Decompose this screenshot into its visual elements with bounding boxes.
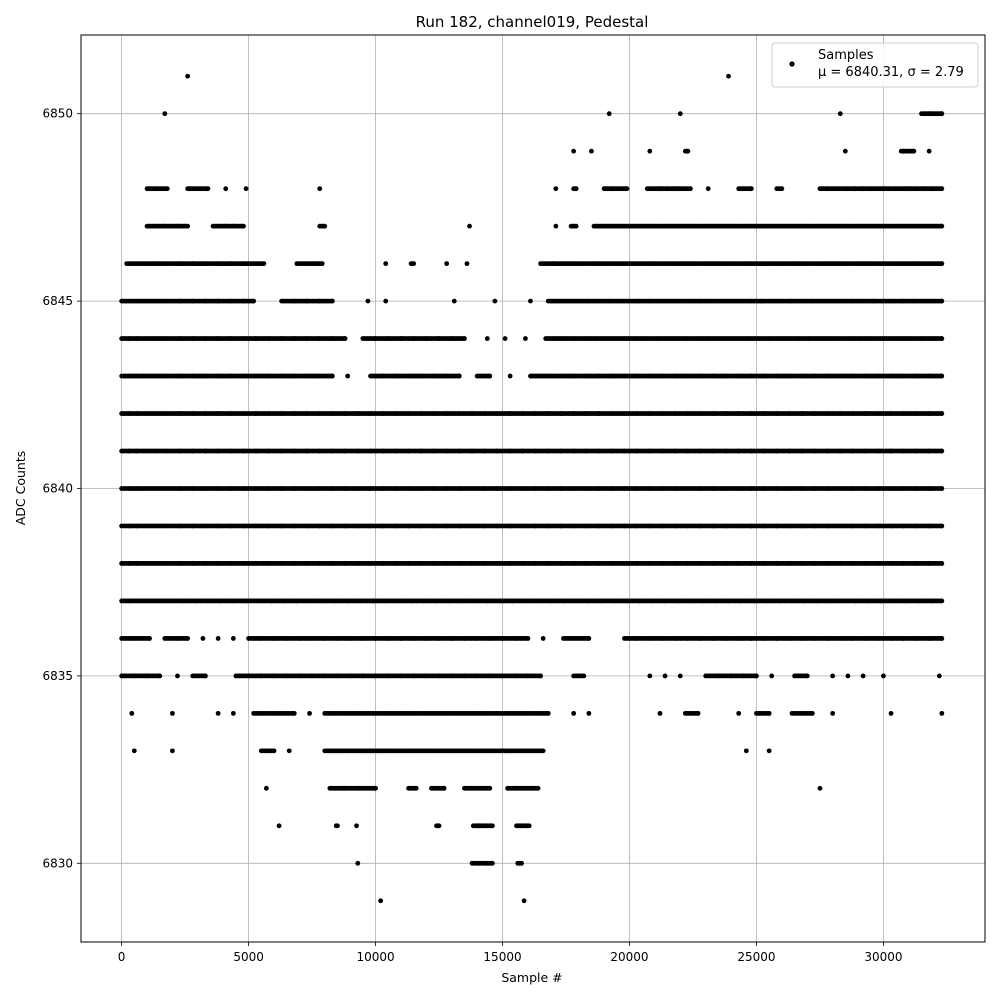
chart-title: Run 182, channel019, Pedestal <box>416 13 649 31</box>
data-point <box>540 748 546 754</box>
data-point <box>936 673 942 679</box>
data-point <box>157 673 163 679</box>
data-point <box>335 823 340 829</box>
data-point <box>766 710 772 716</box>
data-point <box>441 785 447 791</box>
data-point <box>147 636 152 641</box>
data-point <box>276 823 282 829</box>
data-point <box>525 636 531 641</box>
data-point <box>586 710 592 716</box>
data-point <box>378 898 384 904</box>
data-points <box>119 73 945 904</box>
data-point <box>215 710 221 716</box>
data-point <box>489 823 495 829</box>
data-point <box>487 785 493 791</box>
data-point <box>736 710 742 716</box>
data-point <box>230 710 236 716</box>
data-point <box>939 411 945 416</box>
data-point <box>200 636 206 641</box>
data-point <box>939 561 945 566</box>
data-point <box>170 710 175 716</box>
data-point <box>507 373 513 379</box>
data-point <box>581 673 587 679</box>
data-point <box>502 336 508 341</box>
data-point <box>456 373 462 379</box>
data-point <box>342 336 348 341</box>
data-point <box>939 523 945 529</box>
data-point <box>860 673 866 679</box>
data-point <box>263 785 269 791</box>
data-point <box>175 673 180 679</box>
data-point <box>695 710 701 716</box>
data-point <box>484 336 490 341</box>
data-point <box>809 710 815 716</box>
data-point <box>888 710 894 716</box>
data-point <box>489 860 495 866</box>
data-point <box>804 673 810 679</box>
data-point <box>521 898 527 904</box>
data-point <box>291 710 297 716</box>
data-point <box>647 673 653 679</box>
data-point <box>413 785 419 791</box>
data-point <box>939 710 945 716</box>
data-point <box>307 710 312 716</box>
data-point <box>345 373 351 379</box>
data-point <box>373 785 378 791</box>
data-point <box>535 785 541 791</box>
data-point <box>129 710 135 716</box>
data-point <box>538 673 544 679</box>
data-point <box>754 673 759 679</box>
data-point <box>743 748 749 754</box>
data-point <box>662 673 668 679</box>
data-point <box>677 673 683 679</box>
data-point <box>540 636 546 641</box>
data-point <box>230 636 236 641</box>
data-point <box>354 823 359 829</box>
data-point <box>545 710 551 716</box>
data-point <box>939 486 945 491</box>
data-point <box>769 673 775 679</box>
data-point <box>329 373 335 379</box>
data-point <box>286 748 292 754</box>
data-point <box>519 860 524 866</box>
data-point <box>355 860 361 866</box>
data-point <box>526 823 532 829</box>
data-point <box>939 448 945 454</box>
data-point <box>817 785 823 791</box>
data-point <box>830 710 836 716</box>
data-point <box>522 336 528 341</box>
data-point <box>203 673 208 679</box>
data-point <box>571 710 577 716</box>
data-point <box>436 823 442 829</box>
data-point <box>657 710 663 716</box>
data-point <box>170 748 175 754</box>
data-point <box>185 636 191 641</box>
data-point <box>766 748 772 754</box>
data-point <box>881 673 886 679</box>
data-point <box>462 336 467 341</box>
data-point <box>845 673 851 679</box>
data-point <box>830 673 836 679</box>
data-point <box>215 636 221 641</box>
data-point <box>586 636 592 641</box>
data-point <box>939 598 945 604</box>
data-point <box>271 748 277 754</box>
data-point <box>939 373 945 379</box>
data-point <box>131 748 137 754</box>
data-point <box>939 636 945 641</box>
data-point <box>487 373 493 379</box>
